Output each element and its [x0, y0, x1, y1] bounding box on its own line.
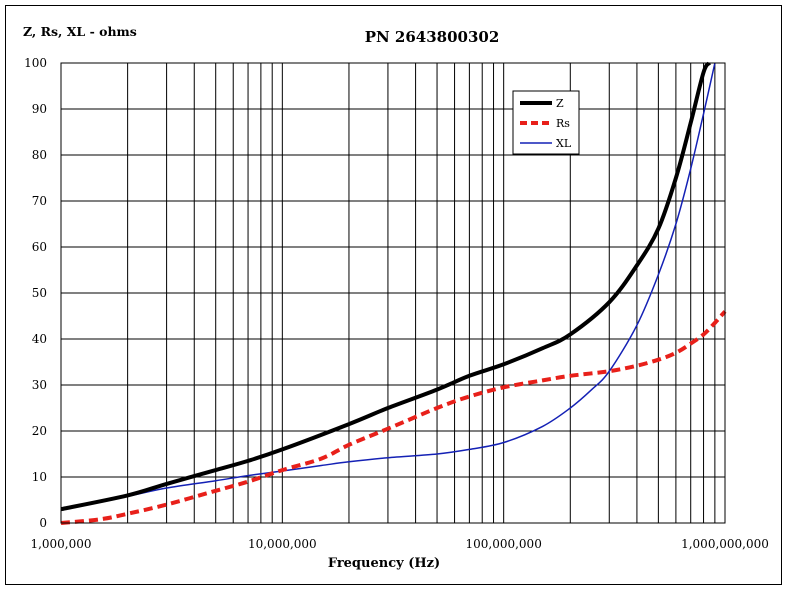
y-axis-label: Z, Rs, XL - ohms — [23, 24, 137, 39]
series-line-rs — [60, 310, 727, 525]
series-lines — [60, 61, 727, 525]
y-tick-label: 20 — [32, 424, 47, 438]
y-tick-label: 40 — [32, 332, 47, 346]
x-axis-ticks: 1,000,000 10,000,000 100,000,000 1,000,000,… — [30, 537, 768, 551]
series-line-xl — [60, 62, 716, 511]
plot-border — [60, 62, 726, 524]
legend-label-rs: Rs — [556, 117, 570, 130]
y-tick-label: 30 — [32, 378, 47, 392]
y-axis-ticks: 0 10 20 30 40 50 60 70 80 90 100 — [24, 56, 47, 530]
y-tick-label: 60 — [32, 240, 47, 254]
y-tick-label: 100 — [24, 56, 47, 70]
y-tick-label: 70 — [32, 194, 47, 208]
chart-title: PN 2643800302 — [365, 28, 500, 46]
legend-label-xl: XL — [556, 137, 572, 150]
y-tick-label: 50 — [32, 286, 47, 300]
legend-label-z: Z — [556, 97, 564, 110]
x-tick-label: 100,000,000 — [465, 537, 541, 551]
x-tick-label: 1,000,000 — [30, 537, 91, 551]
legend: Z Rs XL — [512, 90, 580, 155]
x-tick-label: 10,000,000 — [248, 537, 317, 551]
y-tick-label: 80 — [32, 148, 47, 162]
y-tick-label: 90 — [32, 102, 47, 116]
y-tick-label: 10 — [32, 470, 47, 484]
series-line-z — [60, 61, 712, 512]
x-tick-label: 1,000,000,000 — [681, 537, 769, 551]
x-axis-label: Frequency (Hz) — [328, 556, 440, 571]
y-tick-label: 0 — [39, 516, 47, 530]
